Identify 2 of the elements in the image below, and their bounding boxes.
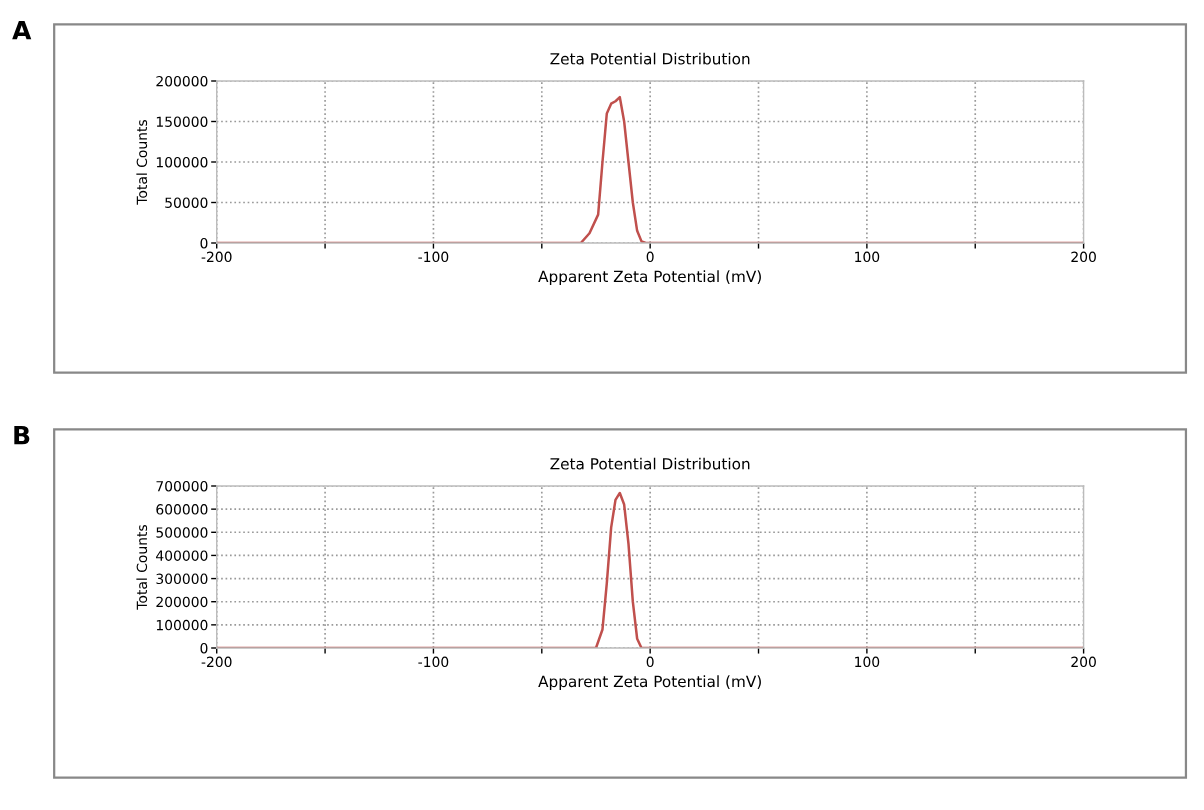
text: A [12, 21, 32, 40]
text: B [14, 426, 30, 445]
